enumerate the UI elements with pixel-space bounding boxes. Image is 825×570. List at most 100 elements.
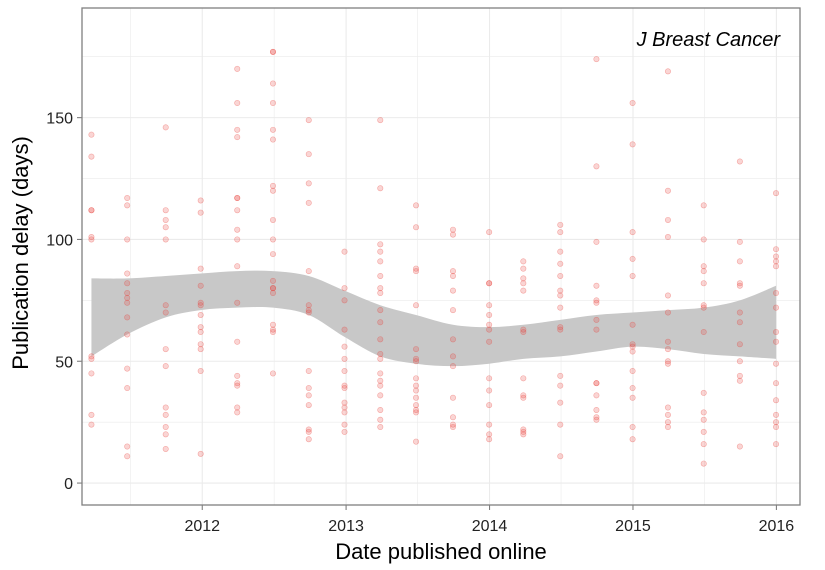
scatter-point (700, 409, 707, 416)
scatter-point (629, 424, 636, 431)
scatter-point (413, 394, 420, 401)
scatter-point (377, 285, 384, 292)
scatter-point (629, 272, 636, 279)
scatter-point (773, 304, 780, 311)
scatter-point (269, 216, 276, 223)
scatter-point (557, 421, 564, 428)
x-tick-label: 2014 (472, 518, 508, 535)
scatter-point (162, 236, 169, 243)
scatter-point (234, 195, 241, 202)
scatter-point (341, 399, 348, 406)
scatter-point (234, 100, 241, 107)
scatter-point (700, 389, 707, 396)
scatter-point (736, 443, 743, 450)
x-tick-label: 2013 (328, 518, 364, 535)
scatter-point (377, 336, 384, 343)
points-layer (88, 48, 780, 467)
scatter-point (269, 285, 276, 292)
scatter-point (629, 368, 636, 375)
scatter-point (377, 350, 384, 357)
scatter-point (413, 375, 420, 382)
scatter-point (88, 153, 95, 160)
scatter-point (341, 421, 348, 428)
scatter-point (88, 207, 95, 214)
y-tick-label: 150 (46, 111, 73, 128)
scatter-point (234, 409, 241, 416)
scatter-point (449, 394, 456, 401)
scatter-point (269, 80, 276, 87)
scatter-point (557, 324, 564, 331)
scatter-point (341, 409, 348, 416)
scatter-point (124, 280, 131, 287)
scatter-point (341, 248, 348, 255)
scatter-point (413, 402, 420, 409)
scatter-point (269, 126, 276, 133)
scatter-point (700, 441, 707, 448)
scatter-point (700, 416, 707, 423)
scatter-point (486, 375, 493, 382)
scatter-point (486, 302, 493, 309)
scatter-point (124, 202, 131, 209)
scatter-point (377, 185, 384, 192)
scatter-point (305, 402, 312, 409)
scatter-point (486, 402, 493, 409)
scatter-point (486, 431, 493, 438)
scatter-point (305, 151, 312, 158)
scatter-point (557, 260, 564, 267)
scatter-point (736, 158, 743, 165)
scatter-point (269, 277, 276, 284)
scatter-point (124, 195, 131, 202)
scatter-point (197, 197, 204, 204)
scatter-point (234, 226, 241, 233)
scatter-point (269, 329, 276, 336)
scatter-point (234, 382, 241, 389)
scatter-point (88, 421, 95, 428)
scatter-point (377, 307, 384, 314)
scatter-point (773, 441, 780, 448)
scatter-point (736, 341, 743, 348)
scatter-point (341, 382, 348, 389)
scatter-point (664, 346, 671, 353)
scatter-point (449, 363, 456, 370)
scatter-point (486, 311, 493, 318)
y-tick-label: 100 (46, 232, 73, 249)
scatter-point (162, 309, 169, 316)
scatter-point (377, 258, 384, 265)
scatter-point (305, 436, 312, 443)
scatter-point (629, 394, 636, 401)
panel-background (82, 8, 800, 505)
scatter-point (162, 216, 169, 223)
panel-border (81, 7, 801, 506)
scatter-point (520, 287, 527, 294)
scatter-point (700, 268, 707, 275)
scatter-point (773, 329, 780, 336)
scatter-point (88, 411, 95, 418)
scatter-point (305, 199, 312, 206)
scatter-point (269, 326, 276, 333)
scatter-point (664, 419, 671, 426)
scatter-point (773, 190, 780, 197)
scatter-point (88, 207, 95, 214)
x-axis: 2012 2013 2014 2015 2016 (184, 505, 794, 535)
scatter-point (162, 431, 169, 438)
scatter-point (234, 338, 241, 345)
scatter-point (377, 382, 384, 389)
scatter-point (449, 421, 456, 428)
scatter-point (341, 297, 348, 304)
scatter-point (162, 445, 169, 452)
scatter-point (341, 428, 348, 435)
scatter-point (88, 236, 95, 243)
scatter-point (629, 100, 636, 107)
scatter-point (486, 280, 493, 287)
scatter-point (557, 304, 564, 311)
scatter-point (377, 319, 384, 326)
scatter-point (413, 265, 420, 272)
scatter-point (124, 270, 131, 277)
scatter-point (486, 338, 493, 345)
scatter-point (664, 411, 671, 418)
scatter-point (449, 231, 456, 238)
scatter-point (449, 424, 456, 431)
x-tick-label: 2016 (759, 518, 795, 535)
scatter-point (557, 326, 564, 333)
scatter-point (664, 338, 671, 345)
